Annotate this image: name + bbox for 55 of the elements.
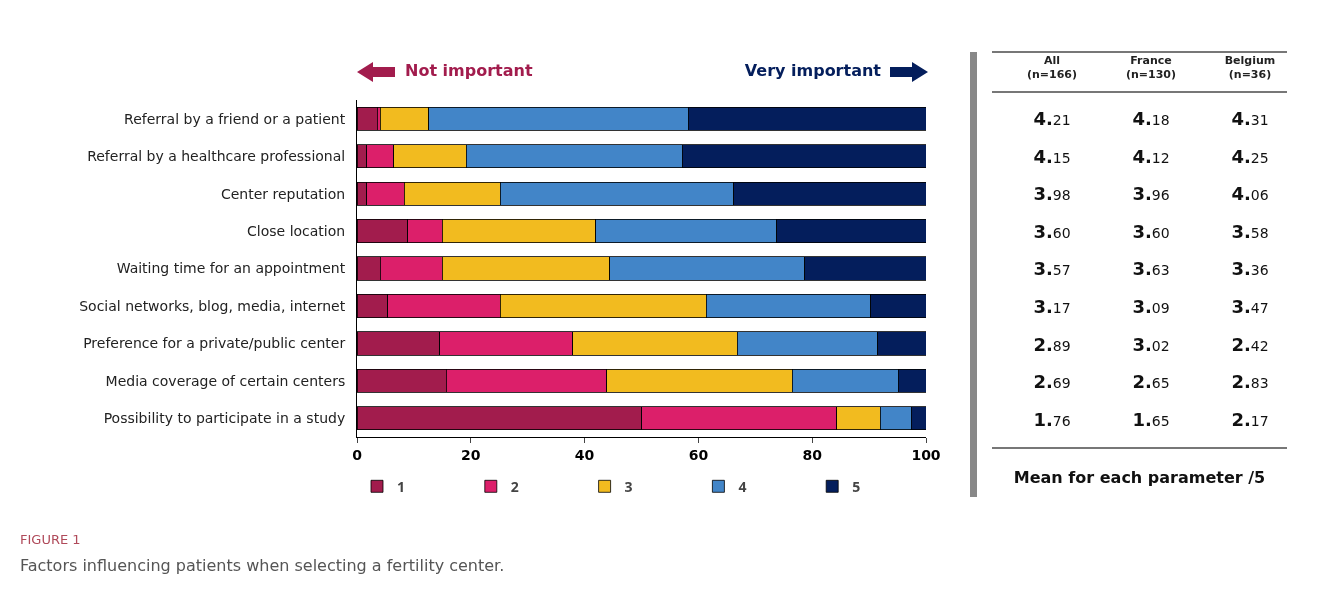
y-tick-label: Center reputation [220,185,346,202]
text: 4.31 [1230,108,1270,129]
y-tick-label: Media coverage of certain centers [105,372,346,389]
text: 4.18 [1131,108,1171,129]
text: 4.15 [1032,145,1072,167]
caption: FIGURE 1 [20,532,81,547]
y-tick-label: Social networks, blog, media, internet [79,297,346,314]
text: 3.60 [1032,220,1072,242]
text: 3.58 [1230,220,1270,242]
text: 2.17 [1230,408,1270,430]
text: 1.65 [1131,408,1171,430]
category-label: All (n=166) [1025,54,1079,82]
x-tick-label: 0 [352,446,363,463]
x-tick-label: 40 [574,446,595,463]
text: 3.63 [1131,258,1171,280]
text: 3.60 [1131,220,1171,242]
text: 4.12 [1131,145,1171,167]
legend-label: 5 [852,476,861,496]
text: Mean for each parameter /5 [1012,468,1267,487]
category-label: Belgium (n=36) [1223,54,1277,82]
legend-label: 3 [624,476,633,496]
text: 3.09 [1131,296,1171,317]
x-tick-label: 20 [461,446,481,463]
text: 2.83 [1230,371,1270,393]
text: 3.17 [1032,296,1072,317]
text: 2.65 [1131,371,1171,393]
text: 2.42 [1230,333,1270,355]
text: 2.69 [1032,371,1072,393]
text: 4.25 [1230,145,1270,167]
text: 3.36 [1230,258,1270,280]
x-tick-label: 60 [688,446,709,463]
text: 3.98 [1032,183,1072,205]
legend-label: 2 [510,476,519,496]
text: 1.76 [1032,408,1072,430]
y-tick-label: Waiting time for an appointment [116,260,346,277]
text: 3.57 [1032,258,1072,280]
text: 4.21 [1032,108,1072,129]
text: 3.96 [1131,183,1171,205]
legend-label: 1 [397,476,406,496]
category-label: France (n=130) [1124,54,1178,82]
text: Very important [744,61,881,80]
x-tick-label: 100 [911,446,941,463]
text: 2.89 [1032,333,1072,355]
y-tick-label: Close location [247,222,346,239]
text: 3.02 [1131,333,1171,355]
y-tick-label: Referral by a healthcare professional [87,148,346,165]
legend-label: 4 [738,476,747,496]
x-tick-label: 80 [802,446,823,463]
text: 3.47 [1230,296,1270,317]
y-tick-label: Preference for a private/public center [83,335,346,352]
text: 4.06 [1230,183,1270,205]
y-tick-label: Possibility to participate in a study [103,410,346,427]
y-tick-label: Referral by a friend or a patient [124,110,346,127]
text: Not important [405,61,533,80]
text: Factors influencing patients when selecting a fertility center. [20,556,505,575]
